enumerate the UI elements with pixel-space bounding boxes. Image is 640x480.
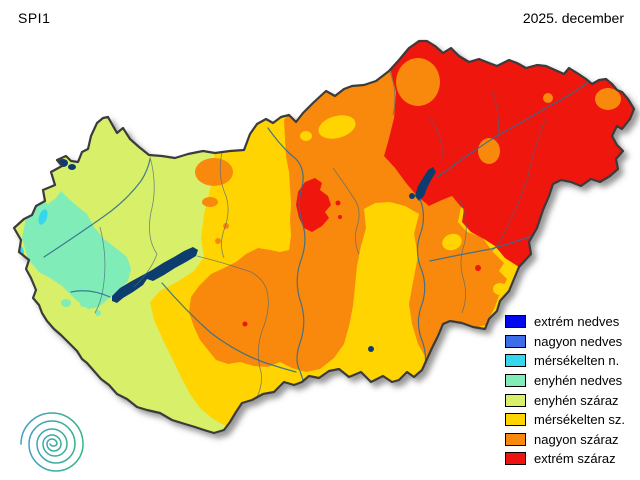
legend-item: extrém száraz <box>505 449 625 469</box>
zone-nagyon-szaraz-patch <box>202 197 218 207</box>
legend-color-swatch <box>505 432 526 446</box>
zone-mersekelten-nedves-patch <box>38 209 48 225</box>
county-line <box>133 156 158 288</box>
legend-label: nagyon száraz <box>534 431 619 447</box>
zone-enyhen-nedves-spot <box>95 310 101 316</box>
legend-color-swatch <box>505 354 526 368</box>
county-line <box>429 117 443 164</box>
legend-color-swatch <box>505 374 526 388</box>
map-date: 2025. december <box>522 10 624 26</box>
zone-extrem-szaraz-dot <box>335 200 341 206</box>
lake-ferto <box>68 164 76 170</box>
legend-item: mérsékelten n. <box>505 351 625 371</box>
met-service-logo <box>20 412 84 472</box>
county-line <box>332 167 360 255</box>
river-zala <box>70 290 111 298</box>
lake-tisza <box>415 167 436 201</box>
zone-nagyon-szaraz-dot <box>215 238 221 244</box>
legend-label: nagyon nedves <box>534 333 623 349</box>
zone-extrem-szaraz-dot <box>242 321 248 327</box>
zone-extrem-szaraz-blob <box>296 178 331 232</box>
legend-color-swatch <box>505 452 526 466</box>
zone-enyhen-nedves-spot <box>61 299 71 307</box>
legend-label: enyhén száraz <box>534 392 619 408</box>
legend-color-swatch <box>505 334 526 348</box>
legend-label: mérsékelten sz. <box>534 412 626 428</box>
zone-mersekelten-szaraz-patch <box>442 233 462 251</box>
legend-item: extrém nedves <box>505 312 625 332</box>
zone-mersekelten-szaraz-patch <box>318 115 356 139</box>
legend-color-swatch <box>505 413 526 427</box>
county-line <box>491 117 547 252</box>
legend-color-swatch <box>505 315 526 329</box>
zone-extrem-szaraz-dot <box>338 215 342 219</box>
legend-label: extrém nedves <box>534 314 620 330</box>
spiral-logo-icon <box>20 412 84 472</box>
county-line <box>196 255 269 398</box>
river-sio <box>161 282 297 373</box>
zone-nagyon-szaraz-patch <box>195 158 233 186</box>
river-raba <box>43 158 151 258</box>
zone-nagyon-szaraz-inred <box>543 93 553 103</box>
page-title: SPI1 <box>18 10 51 26</box>
county-line <box>491 91 500 144</box>
river-danube <box>267 127 306 381</box>
zone-enyhen-nedves-west <box>22 191 131 309</box>
lake-balaton <box>112 247 198 303</box>
zone-enyhen-nedves-spot <box>80 301 88 307</box>
legend-color-swatch <box>505 393 526 407</box>
legend-item: enyhén nedves <box>505 371 625 391</box>
zone-mersekelten-szaraz-patch <box>300 131 312 141</box>
legend-item: enyhén száraz <box>505 390 625 410</box>
zone-extrem-szaraz-dot <box>475 265 481 271</box>
zone-nagyon-szaraz-inred <box>478 138 500 164</box>
legend-item: nagyon száraz <box>505 430 625 450</box>
legend-label: enyhén nedves <box>534 373 623 389</box>
lake-tisza <box>409 193 415 199</box>
rivers <box>43 79 592 381</box>
legend-item: mérsékelten sz. <box>505 410 625 430</box>
zone-nagyon-szaraz-inred <box>595 88 621 110</box>
legend: extrém nedves nagyon nedves mérsékelten … <box>505 312 625 469</box>
zone-nagyon-szaraz-inred <box>396 58 440 106</box>
river-tisza-upper <box>436 79 592 178</box>
county-line <box>389 71 396 116</box>
legend-item: nagyon nedves <box>505 332 625 352</box>
county-borders <box>94 71 547 398</box>
country-border <box>12 39 636 435</box>
county-line <box>94 226 106 314</box>
county-line <box>219 151 229 259</box>
legend-label: extrém száraz <box>534 451 616 467</box>
zone-mersekelten-szaraz-patch <box>493 283 507 295</box>
zone-nagyon-szaraz-main <box>189 68 507 372</box>
county-line <box>459 199 467 314</box>
legend-label: mérsékelten n. <box>534 353 620 369</box>
small-lake <box>368 346 374 352</box>
river-tisza-lower <box>416 198 427 377</box>
zone-extrem-szaraz-main <box>384 41 634 267</box>
